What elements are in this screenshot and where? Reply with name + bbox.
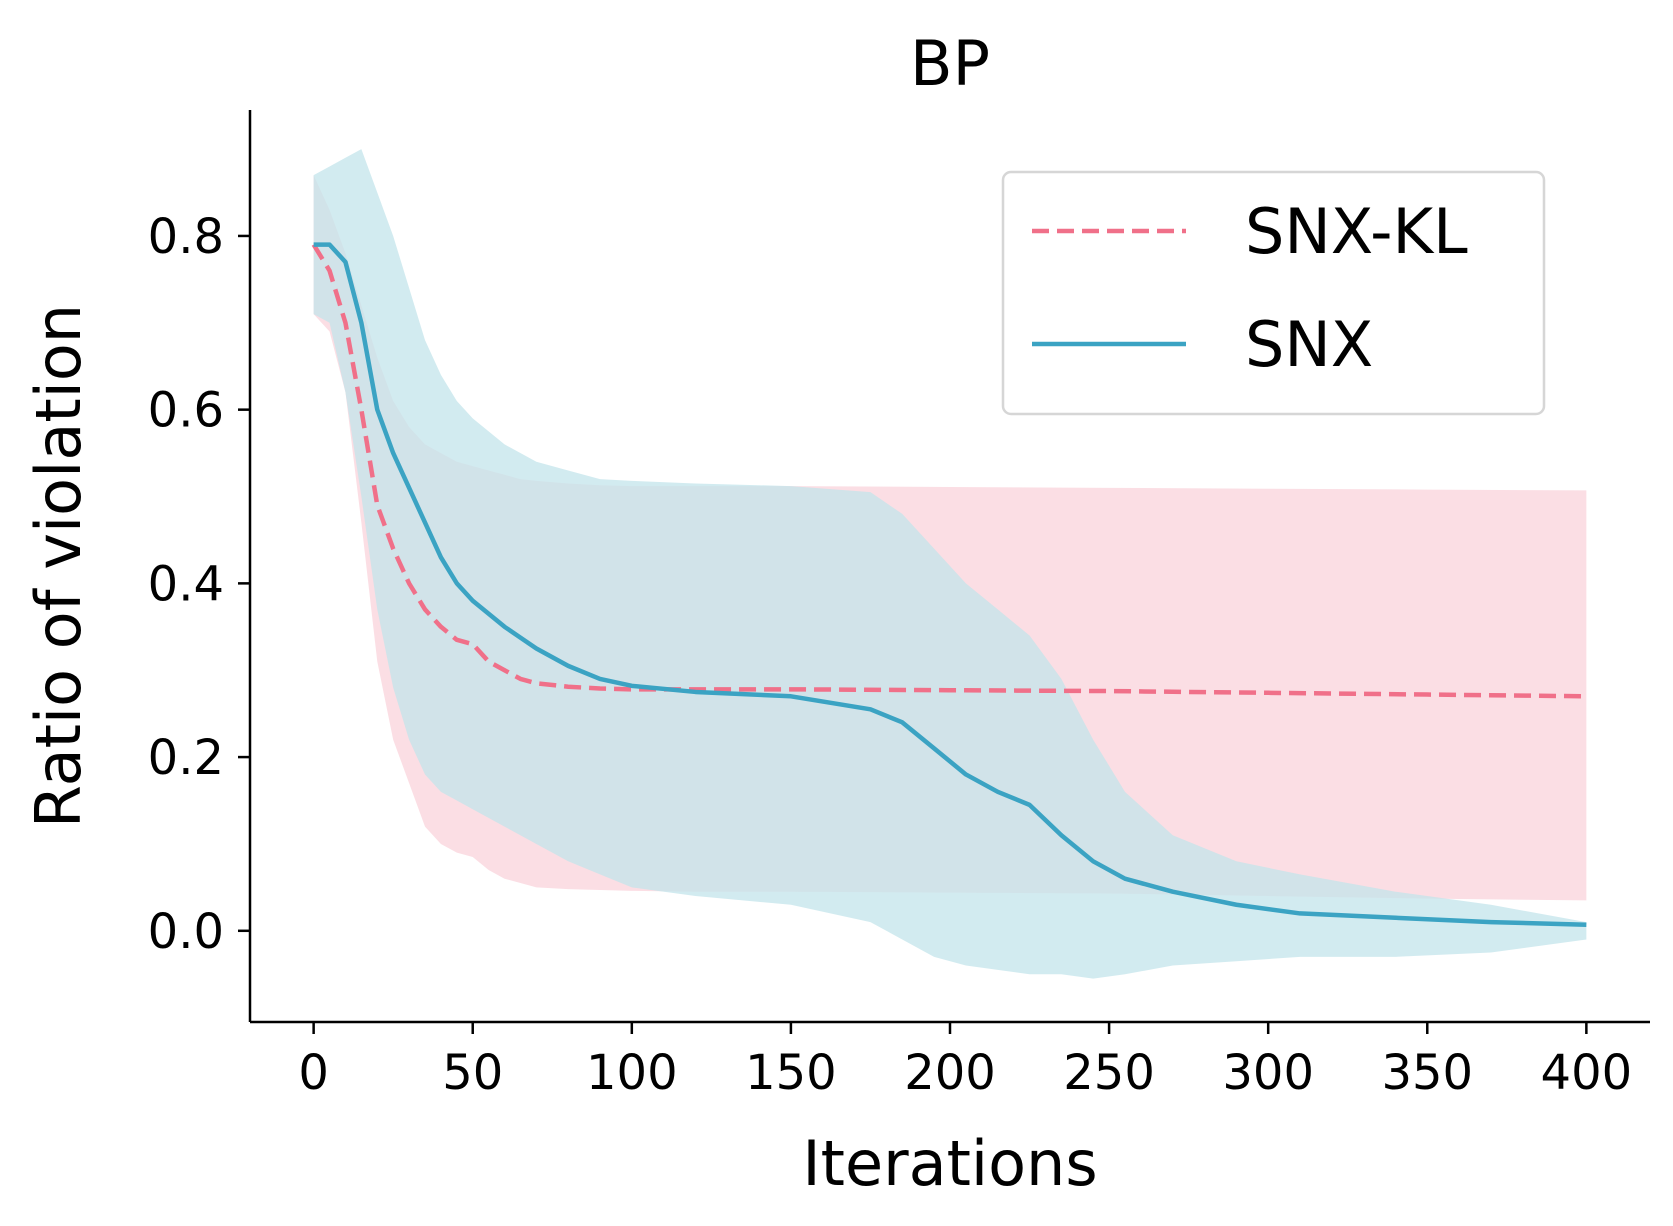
x-tick-label: 100 bbox=[586, 1045, 678, 1101]
chart-title: BP bbox=[910, 27, 990, 100]
legend: SNX-KL SNX bbox=[1001, 170, 1546, 416]
x-tick-label: 250 bbox=[1063, 1045, 1155, 1101]
x-tick-label: 0 bbox=[298, 1045, 329, 1101]
line-snx-kl bbox=[311, 243, 1587, 699]
x-tick-label: 350 bbox=[1381, 1045, 1473, 1101]
x-tick-label: 400 bbox=[1541, 1045, 1633, 1101]
line-snx bbox=[313, 242, 1587, 927]
confidence-bands bbox=[313, 149, 1587, 979]
x-ticks: 0 50 100 150 200 250 300 350 400 bbox=[298, 1022, 1632, 1101]
x-tick-label: 200 bbox=[904, 1045, 996, 1101]
series-lines bbox=[311, 242, 1587, 927]
band-snx bbox=[313, 149, 1587, 979]
y-tick-label: 0.4 bbox=[148, 556, 224, 612]
y-tick-label: 0.8 bbox=[148, 209, 224, 265]
y-tick-label: 0.2 bbox=[148, 730, 224, 786]
x-tick-label: 50 bbox=[442, 1045, 503, 1101]
y-tick-label: 0.0 bbox=[148, 904, 224, 960]
y-tick-label: 0.6 bbox=[148, 383, 224, 439]
legend-label-snx-kl: SNX-KL bbox=[1245, 195, 1468, 268]
x-axis-label: Iterations bbox=[802, 1127, 1097, 1200]
y-axis-label: Ratio of violation bbox=[22, 304, 95, 828]
x-tick-label: 300 bbox=[1222, 1045, 1314, 1101]
legend-label-snx: SNX bbox=[1245, 308, 1373, 381]
y-ticks: 0.0 0.2 0.4 0.6 0.8 bbox=[148, 209, 250, 960]
x-tick-label: 150 bbox=[745, 1045, 837, 1101]
